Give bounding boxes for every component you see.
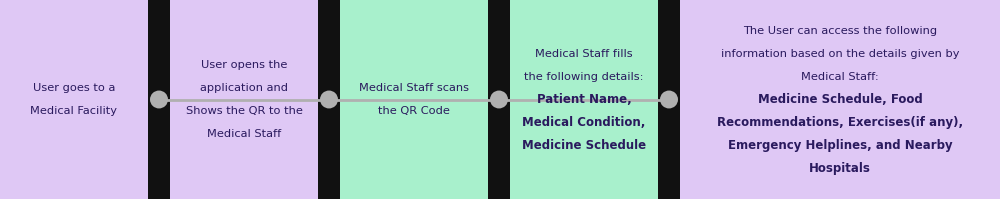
Text: the QR Code: the QR Code: [378, 106, 450, 116]
Text: Medical Condition,: Medical Condition,: [522, 116, 646, 129]
Ellipse shape: [660, 91, 678, 108]
Text: User goes to a: User goes to a: [33, 83, 115, 93]
Ellipse shape: [490, 91, 508, 108]
Bar: [510, 0, 658, 199]
Text: Shows the QR to the: Shows the QR to the: [186, 106, 302, 116]
Bar: [318, 0, 340, 199]
Bar: [340, 0, 488, 199]
Text: Medical Staff: Medical Staff: [207, 129, 281, 139]
Text: Medical Staff scans: Medical Staff scans: [359, 83, 469, 93]
Text: Medical Staff:: Medical Staff:: [801, 72, 879, 82]
Text: information based on the details given by: information based on the details given b…: [721, 49, 959, 59]
Text: Hospitals: Hospitals: [809, 162, 871, 175]
Text: Medicine Schedule: Medicine Schedule: [522, 139, 646, 152]
Bar: [170, 0, 318, 199]
Bar: [148, 0, 170, 199]
Text: application and: application and: [200, 83, 288, 93]
Text: Medical Facility: Medical Facility: [30, 106, 118, 116]
Text: User opens the: User opens the: [201, 60, 287, 70]
Text: Recommendations, Exercises(if any),: Recommendations, Exercises(if any),: [717, 116, 963, 129]
Bar: [488, 0, 510, 199]
Text: Patient Name,: Patient Name,: [537, 93, 631, 106]
Bar: [680, 0, 1000, 199]
Text: the following details:: the following details:: [524, 72, 644, 82]
Text: Medicine Schedule, Food: Medicine Schedule, Food: [758, 93, 922, 106]
Text: Emergency Helplines, and Nearby: Emergency Helplines, and Nearby: [728, 139, 952, 152]
Text: The User can access the following: The User can access the following: [743, 26, 937, 36]
Bar: [0, 0, 148, 199]
Ellipse shape: [150, 91, 168, 108]
Bar: [658, 0, 680, 199]
Ellipse shape: [320, 91, 338, 108]
Text: Medical Staff fills: Medical Staff fills: [535, 49, 633, 59]
